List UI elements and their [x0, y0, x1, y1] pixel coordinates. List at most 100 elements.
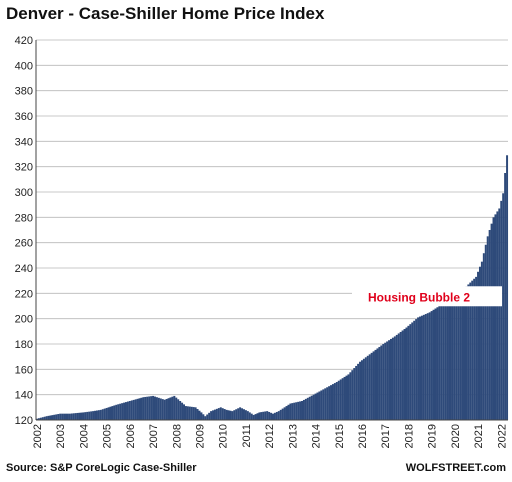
data-bar — [92, 411, 95, 420]
data-bar — [140, 397, 143, 420]
data-bar — [53, 414, 56, 420]
data-bar — [482, 253, 485, 420]
data-bar — [333, 383, 336, 420]
data-bar — [219, 407, 222, 420]
data-bar — [359, 361, 362, 420]
watermark: WOLFSTREET.com — [405, 462, 506, 474]
data-bar — [403, 329, 406, 420]
x-tick-label: 2016 — [357, 424, 369, 448]
x-tick-label: 2008 — [171, 424, 183, 448]
data-bar — [453, 294, 456, 420]
annotation-background — [352, 286, 502, 307]
data-bar — [103, 408, 106, 420]
data-bar — [401, 330, 404, 420]
data-bar — [347, 374, 350, 420]
data-bar — [480, 261, 483, 420]
data-bar — [47, 415, 50, 420]
data-bar — [179, 401, 182, 420]
data-bar — [72, 413, 75, 420]
data-bar — [258, 412, 261, 420]
x-tick-label: 2003 — [55, 424, 67, 448]
data-bar — [391, 337, 394, 420]
x-tick-label: 2021 — [473, 424, 485, 448]
data-bar — [374, 349, 377, 420]
data-bar — [382, 344, 385, 420]
data-bar — [279, 409, 282, 420]
data-bar — [148, 396, 151, 420]
data-bar — [229, 410, 232, 420]
data-bar — [366, 355, 369, 420]
data-bar — [461, 289, 464, 420]
data-bar — [152, 395, 155, 420]
data-bar — [339, 379, 342, 420]
data-bar — [444, 301, 447, 420]
data-bar — [132, 399, 135, 420]
data-bar — [194, 407, 197, 420]
data-bar — [434, 308, 437, 420]
data-bar — [494, 214, 497, 420]
data-bar — [399, 331, 402, 420]
x-tick-label: 2014 — [311, 424, 323, 448]
data-bar — [291, 403, 294, 420]
data-bar — [124, 402, 127, 420]
x-tick-label: 2010 — [218, 424, 230, 448]
data-bar — [343, 376, 346, 420]
y-tick-label: 420 — [15, 35, 33, 47]
data-bar — [215, 408, 218, 420]
data-bar — [101, 409, 104, 420]
tick-labels: 120 140 160 180 200 220 240 260 280 300 320 340 360 3… — [15, 35, 509, 448]
data-bar — [409, 324, 412, 420]
data-bar — [432, 309, 435, 420]
data-bar — [188, 406, 191, 420]
data-bar — [167, 398, 170, 420]
data-bar — [175, 397, 178, 420]
data-bar — [326, 387, 329, 420]
data-bar — [204, 416, 207, 420]
data-bar — [190, 406, 193, 420]
data-bar — [388, 340, 391, 420]
data-bar — [446, 300, 449, 420]
data-bar — [61, 413, 64, 420]
data-bar — [448, 298, 451, 420]
data-bar — [304, 398, 307, 420]
data-bar — [262, 411, 265, 420]
data-bar — [242, 409, 245, 420]
data-bar — [440, 304, 443, 420]
x-tick-label: 2009 — [194, 424, 206, 448]
data-bar — [78, 412, 81, 420]
data-bar — [130, 400, 133, 420]
data-bar — [281, 408, 284, 420]
data-bar — [264, 411, 267, 420]
axes — [35, 40, 508, 421]
data-bar — [183, 404, 186, 420]
data-bar — [475, 276, 478, 420]
data-bar — [138, 398, 141, 420]
data-bar — [364, 357, 367, 420]
data-bar — [51, 415, 54, 420]
data-bar — [270, 412, 273, 420]
data-bar — [314, 393, 317, 420]
data-bar — [202, 414, 205, 420]
annotations: Housing Bubble 2 — [352, 286, 502, 307]
y-tick-label: 200 — [15, 314, 33, 326]
data-bar — [184, 406, 187, 420]
data-bar — [320, 390, 323, 420]
data-bar — [241, 408, 244, 420]
y-tick-label: 340 — [15, 136, 33, 148]
data-bar — [422, 314, 425, 420]
data-bar — [413, 320, 416, 420]
data-bar — [163, 399, 166, 420]
data-bar — [285, 406, 288, 420]
data-bar — [37, 418, 40, 420]
x-tick-label: 2019 — [427, 424, 439, 448]
data-bar — [165, 398, 168, 420]
data-bar — [426, 313, 429, 420]
data-bar — [123, 402, 126, 420]
data-bar — [225, 409, 228, 420]
data-bar — [328, 386, 331, 420]
data-bar — [144, 396, 147, 420]
data-bar — [235, 409, 238, 420]
data-bar — [457, 292, 460, 420]
data-bar — [295, 402, 298, 420]
data-bar — [121, 403, 124, 420]
